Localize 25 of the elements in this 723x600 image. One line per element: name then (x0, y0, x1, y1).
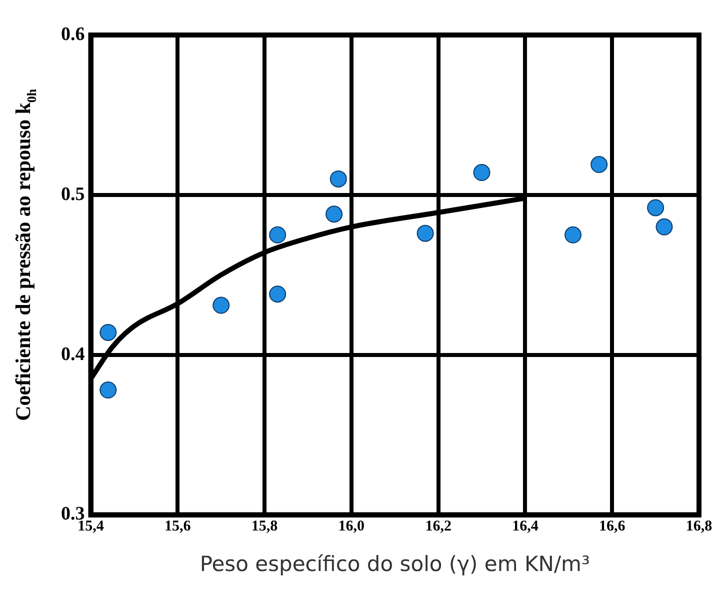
x-tick-label: 16,0 (338, 518, 365, 535)
point (100, 324, 117, 341)
x-tick-label: 15,6 (164, 518, 192, 535)
point (100, 382, 117, 399)
point (590, 156, 608, 174)
point (647, 199, 664, 216)
x-tick-label: 15,8 (251, 518, 278, 535)
x-tick-label: 16,8 (686, 518, 712, 535)
point (416, 224, 434, 242)
point (269, 226, 286, 244)
point (330, 170, 347, 188)
point (212, 296, 230, 314)
point (564, 226, 582, 244)
point (269, 286, 286, 303)
y-tick-label: 0.4 (61, 344, 86, 365)
point (326, 206, 343, 223)
point (656, 218, 673, 236)
x-tick-label: 16,6 (598, 518, 626, 535)
x-tick-label: 16,2 (425, 518, 452, 535)
y-tick-label: 0.6 (61, 24, 85, 45)
y-tick-label: 0.5 (61, 184, 85, 205)
y-axis-title: Coeficiente de pressão ao repouso k0h (11, 88, 39, 421)
x-tick-label: 16,4 (512, 518, 539, 535)
x-axis-title: Peso específico do solo (γ) em KN/m³ (200, 552, 590, 576)
point (473, 164, 490, 182)
